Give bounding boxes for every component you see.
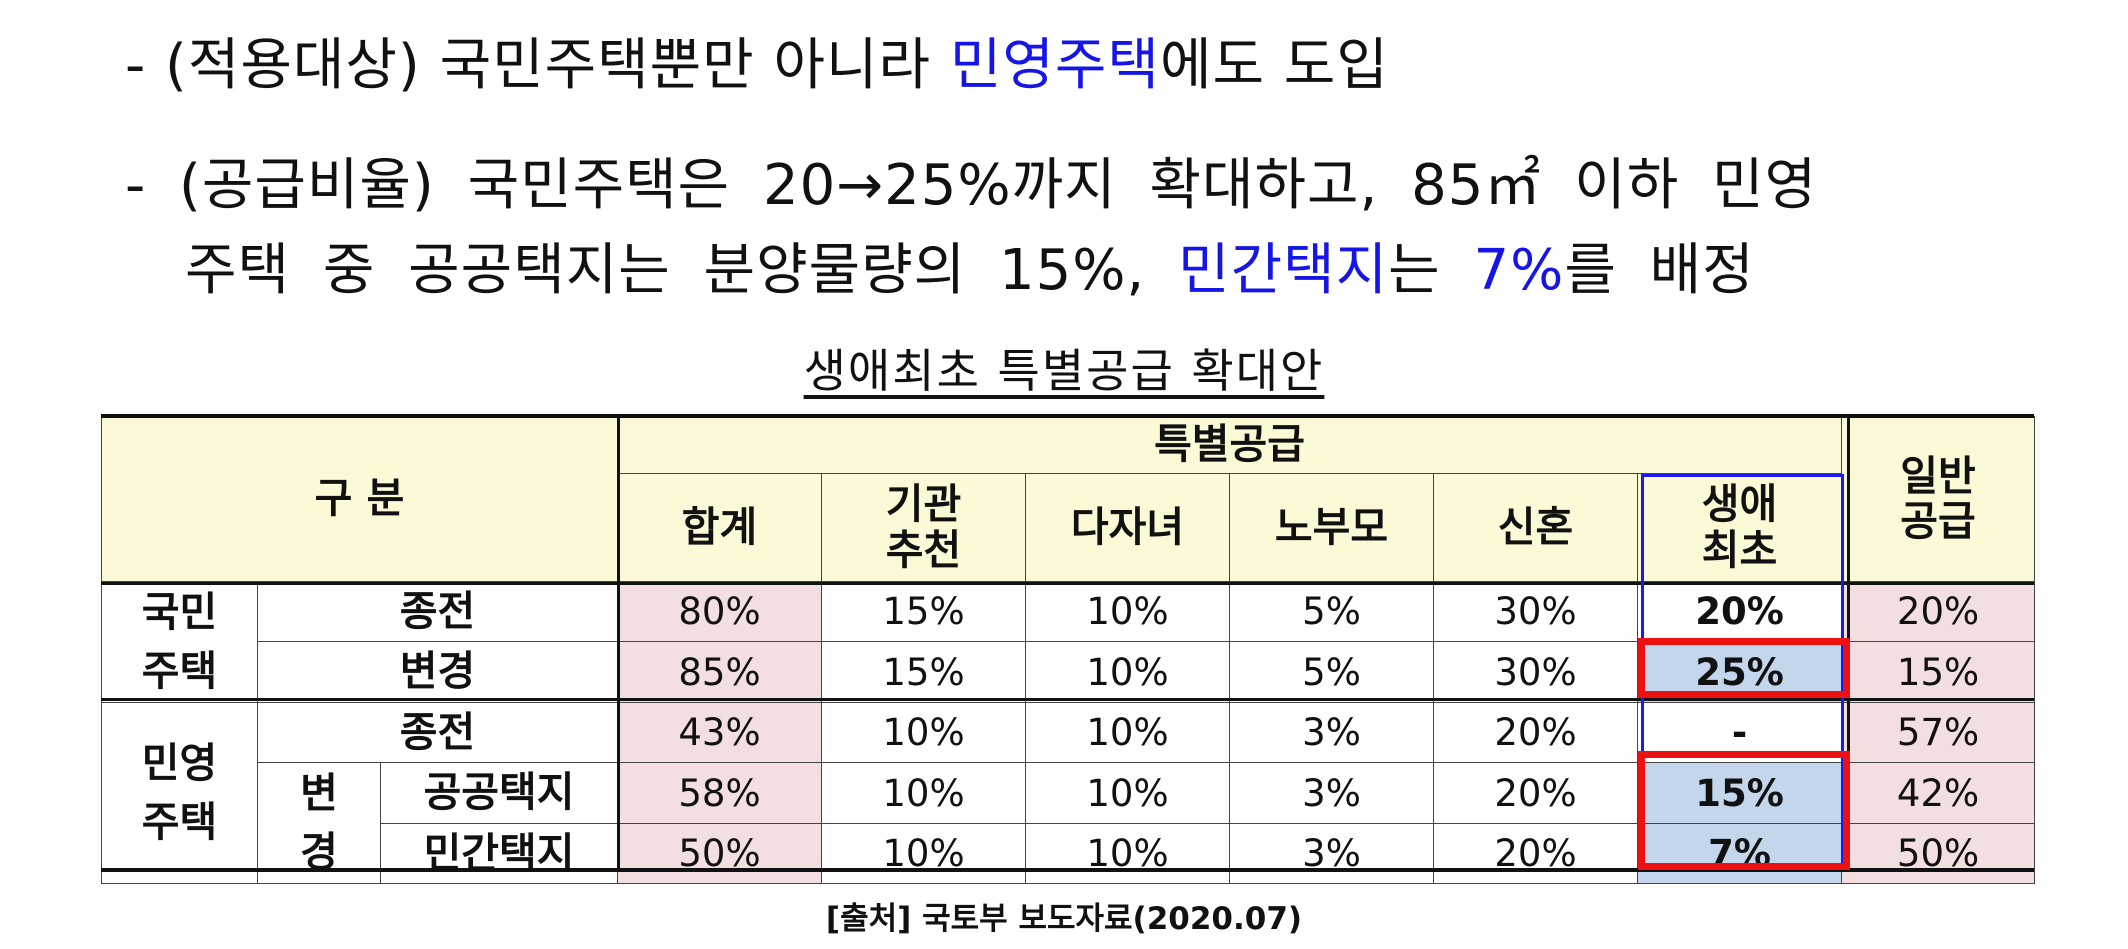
cell-institution: 10% [821, 701, 1027, 764]
table-bottom-rule [101, 868, 2034, 872]
table-row: 국민 주택 종전 80% 15% 10% 5% 30% 20% 20% [101, 580, 2036, 703]
row-label-before: 종전 [256, 701, 619, 764]
table-title-text: 생애최초 특별공급 확대안 [803, 344, 1325, 398]
cell-general: 57% [1841, 701, 2036, 764]
source-note: [출처] 국토부 보도자료(2020.07) [825, 901, 1303, 937]
group-national-housing: 국민 주택 [101, 581, 258, 703]
cell-institution: 10% [821, 762, 1027, 824]
cell-multichild: 10% [1025, 762, 1231, 824]
table-divider-groups [101, 698, 2034, 701]
subheader-institution: 기관 추천 [821, 473, 1027, 582]
cell-elderly-parent: 3% [1229, 762, 1435, 824]
cell-newlywed: 30% [1433, 580, 1639, 643]
cell-general: 50% [1841, 822, 2036, 885]
bullet-ratio-highlight-2: 7% [1473, 238, 1565, 303]
bullet-ratio-line2: 주택 중 공공택지는 분양물량의 15%, 민간택지는 7%를 배정 [185, 243, 1755, 299]
table-row: 민영 주택 종전 43% 10% 10% 3% 20% - 57% [101, 701, 2036, 885]
table-row: 변 경 공공택지 58% 10% 10% 3% 20% 15% 42% [102, 762, 2036, 885]
cell-institution: 15% [821, 580, 1027, 643]
cell-general: 42% [1841, 762, 2036, 824]
cell-total: 85% [617, 641, 823, 703]
table-row: 변경 85% 15% 10% 5% 30% 25% 15% [102, 641, 2036, 703]
cell-elderly-parent: 5% [1229, 641, 1435, 703]
highlight-box-national-change [1638, 638, 1850, 698]
cell-elderly-parent: 5% [1229, 580, 1435, 643]
cell-newlywed: 30% [1433, 641, 1639, 703]
cell-newlywed: 20% [1433, 762, 1639, 824]
row-label-after-split: 변 경 [257, 762, 381, 885]
cell-institution: 15% [821, 641, 1027, 703]
cell-elderly-parent: 3% [1229, 822, 1435, 885]
subheader-elderly-parent: 노부모 [1229, 473, 1435, 582]
cell-total: 50% [617, 822, 823, 885]
cell-multichild: 10% [1025, 822, 1231, 885]
cell-elderly-parent: 3% [1229, 701, 1435, 764]
table-divider-left [617, 416, 620, 870]
subheader-newlywed: 신혼 [1433, 473, 1639, 582]
bullet-target-highlight: 민영주택 [949, 33, 1160, 98]
row-label-public-land: 공공택지 [379, 762, 619, 824]
row-label-before: 종전 [256, 580, 619, 643]
subheader-first-time: 생애 최초 [1637, 473, 1843, 582]
table-title: 생애최초 특별공급 확대안 [0, 335, 2128, 401]
cell-first-time: 15% [1637, 762, 1843, 824]
cell-general: 15% [1841, 641, 2036, 703]
highlight-box-private-change [1638, 751, 1850, 870]
bullet-ratio-text-3: 는 [1388, 238, 1474, 303]
subheader-total: 합계 [617, 473, 823, 582]
row-label-after: 변경 [256, 641, 619, 703]
cell-institution: 10% [821, 822, 1027, 885]
table-top-rule [101, 414, 2034, 418]
cell-total: 58% [617, 762, 823, 824]
cell-newlywed: 20% [1433, 822, 1639, 885]
row-label-private-land: 민간택지 [379, 822, 619, 885]
cell-general: 20% [1841, 580, 2036, 643]
subheader-multichild: 다자녀 [1025, 473, 1231, 582]
cell-total: 80% [617, 580, 823, 643]
cell-newlywed: 20% [1433, 701, 1639, 764]
cell-first-time: 20% [1637, 580, 1843, 643]
group-private-housing: 민영 주택 [101, 701, 258, 885]
header-general-supply: 일반 공급 [1841, 416, 2036, 582]
bullet-target-text-end: 에도 도입 [1159, 33, 1389, 98]
table-row: 민간택지 50% 10% 10% 3% 20% 7% 50% [102, 822, 2036, 885]
table-divider-header [101, 582, 2034, 585]
bullet-ratio-line1: - (공급비율) 국민주택은 20→25%까지 확대하고, 85㎡ 이하 민영 [125, 158, 1817, 214]
bullet-ratio-text-2: 주택 중 공공택지는 분양물량의 15%, [185, 238, 1179, 303]
cell-multichild: 10% [1025, 641, 1231, 703]
cell-multichild: 10% [1025, 701, 1231, 764]
cell-total: 43% [617, 701, 823, 764]
bullet-ratio-text-4: 를 배정 [1564, 238, 1755, 303]
header-special-supply: 특별공급 [617, 416, 1843, 474]
bullet-ratio-text: - (공급비율) 국민주택은 20→25%까지 확대하고, 85㎡ 이하 민영 [125, 153, 1818, 218]
bullet-ratio-highlight-1: 민간택지 [1178, 238, 1389, 303]
supply-table: 구 분 특별공급 일반 공급 합계 기관 추천 다자녀 노부모 신혼 생애 최초… [100, 416, 2036, 885]
cell-multichild: 10% [1025, 580, 1231, 643]
bullet-target-text: - (적용대상) 국민주택뿐만 아니라 [125, 33, 950, 98]
header-category: 구 분 [100, 416, 619, 582]
bullet-target: - (적용대상) 국민주택뿐만 아니라 민영주택에도 도입 [125, 38, 1389, 94]
